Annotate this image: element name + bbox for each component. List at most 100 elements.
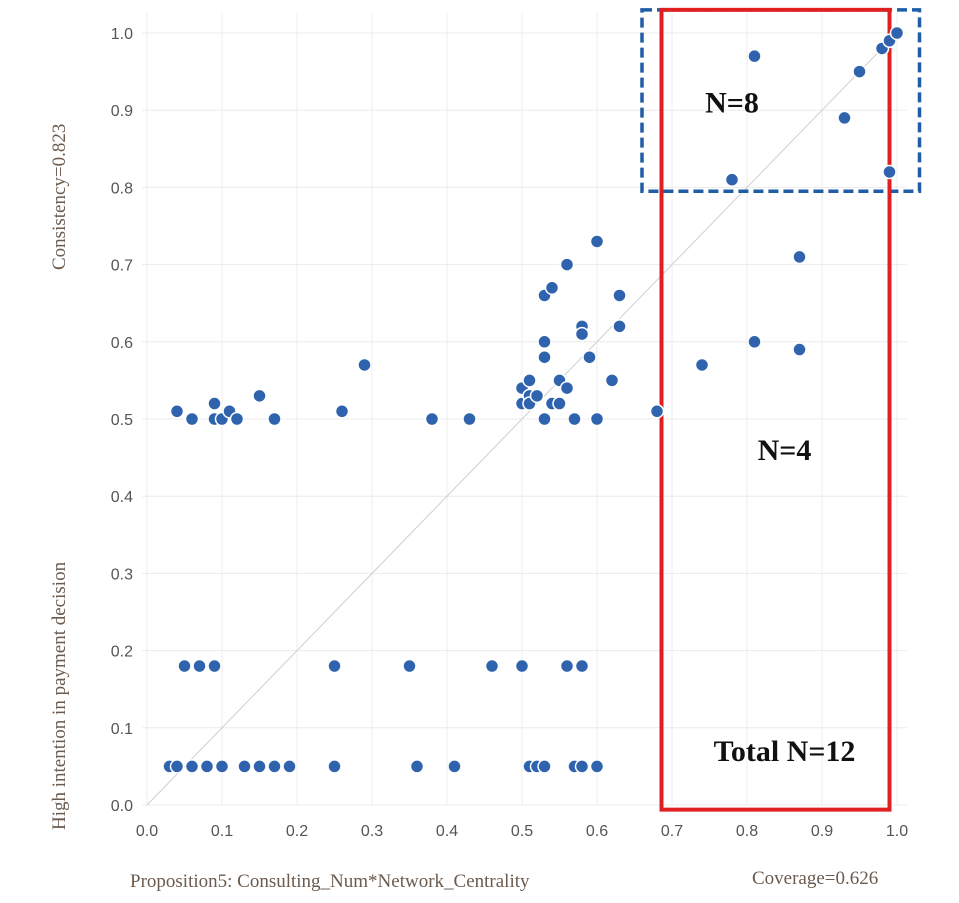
data-point: [327, 759, 342, 774]
y-tick-label: 0.6: [111, 335, 133, 352]
annotations: N=8 N=4 Total N=12: [705, 86, 855, 767]
data-point: [649, 404, 665, 419]
data-points: [162, 25, 905, 774]
data-point: [169, 759, 185, 774]
data-point: [207, 658, 222, 674]
data-point: [214, 759, 230, 774]
data-point: [327, 658, 342, 674]
x-axis-ticks: 0.0 0.1 0.2 0.3 0.4 0.5 0.6 0.7 0.8 0.9 1.0: [136, 823, 908, 840]
data-point: [567, 411, 582, 427]
data-point: [612, 319, 627, 334]
data-point: [252, 759, 267, 774]
data-point: [184, 411, 200, 427]
data-point: [612, 288, 627, 303]
data-point: [724, 172, 740, 187]
y-tick-label: 0.8: [111, 180, 133, 197]
data-point: [574, 759, 590, 774]
solid-highlight-box: [659, 7, 892, 812]
data-point: [559, 658, 575, 674]
data-point: [267, 411, 282, 427]
grid-lines: [142, 13, 907, 806]
x-tick-label: 0.8: [736, 823, 758, 840]
data-point: [357, 357, 372, 373]
data-point: [282, 759, 297, 774]
data-point: [559, 380, 575, 396]
data-point: [199, 759, 215, 774]
data-point: [574, 658, 590, 674]
data-point: [852, 64, 867, 79]
data-point: [462, 411, 477, 427]
x-tick-label: 0.6: [586, 823, 608, 840]
data-point: [747, 334, 762, 350]
data-point: [184, 759, 200, 774]
data-point: [589, 759, 605, 774]
y-axis-ticks: 0.0 0.1 0.2 0.3 0.4 0.5 0.6 0.7 0.8 0.9 1.0: [111, 26, 133, 815]
data-point: [177, 658, 192, 674]
data-point: [537, 349, 552, 365]
data-point: [792, 342, 807, 357]
data-point: [169, 404, 185, 419]
data-point: [552, 396, 567, 411]
data-point: [237, 759, 252, 774]
annotation-label: Total N=12: [714, 735, 856, 768]
data-point: [229, 411, 245, 427]
data-point: [529, 388, 545, 404]
dashed-highlight-box: [640, 8, 922, 194]
consistency-label: Consistency=0.823: [49, 124, 70, 270]
data-point: [537, 759, 552, 774]
data-point: [207, 396, 222, 411]
data-point: [882, 164, 897, 180]
x-tick-label: 0.7: [661, 823, 683, 840]
x-tick-label: 0.0: [136, 823, 158, 840]
y-axis-label: High intention in payment decision: [49, 561, 70, 830]
x-tick-label: 0.9: [811, 823, 833, 840]
data-point: [604, 373, 620, 388]
data-point: [409, 759, 425, 774]
y-tick-label: 0.5: [111, 412, 133, 429]
data-point: [589, 234, 605, 249]
data-point: [484, 658, 500, 674]
coverage-label: Coverage=0.626: [752, 868, 878, 889]
data-point: [267, 759, 282, 774]
data-point: [447, 759, 462, 774]
data-point: [559, 257, 575, 272]
diagonal-reference-line: [146, 32, 898, 806]
data-point: [747, 48, 762, 64]
data-point: [792, 249, 807, 265]
data-point: [522, 373, 537, 388]
data-point: [544, 280, 560, 296]
y-tick-label: 0.9: [111, 103, 133, 120]
y-tick-label: 0.4: [111, 489, 133, 506]
data-point: [252, 388, 267, 404]
y-tick-label: 1.0: [111, 26, 133, 43]
x-tick-label: 1.0: [886, 823, 908, 840]
annotation-label: N=4: [758, 434, 812, 467]
y-tick-label: 0.3: [111, 566, 133, 583]
data-point: [402, 658, 417, 674]
y-tick-label: 0.1: [111, 721, 133, 738]
annotation-label: N=8: [705, 86, 759, 119]
data-point: [694, 357, 710, 373]
data-point: [889, 25, 905, 41]
data-point: [424, 411, 440, 427]
x-axis-label: Proposition5: Consulting_Num*Network_Cen…: [130, 871, 530, 892]
x-tick-label: 0.2: [286, 823, 308, 840]
y-tick-label: 0.0: [111, 798, 133, 815]
x-tick-label: 0.5: [511, 823, 533, 840]
data-point: [582, 349, 597, 365]
y-tick-label: 0.2: [111, 644, 133, 661]
data-point: [514, 658, 530, 674]
data-point: [837, 110, 852, 126]
data-point: [537, 411, 552, 427]
data-point: [537, 334, 552, 350]
highlight-regions: [640, 7, 922, 812]
data-point: [192, 658, 207, 674]
x-tick-label: 0.4: [436, 823, 458, 840]
data-point: [589, 411, 605, 427]
x-tick-label: 0.3: [361, 823, 383, 840]
x-tick-label: 0.1: [211, 823, 233, 840]
data-point: [574, 326, 590, 342]
data-point: [334, 404, 350, 419]
y-tick-label: 0.7: [111, 258, 133, 275]
